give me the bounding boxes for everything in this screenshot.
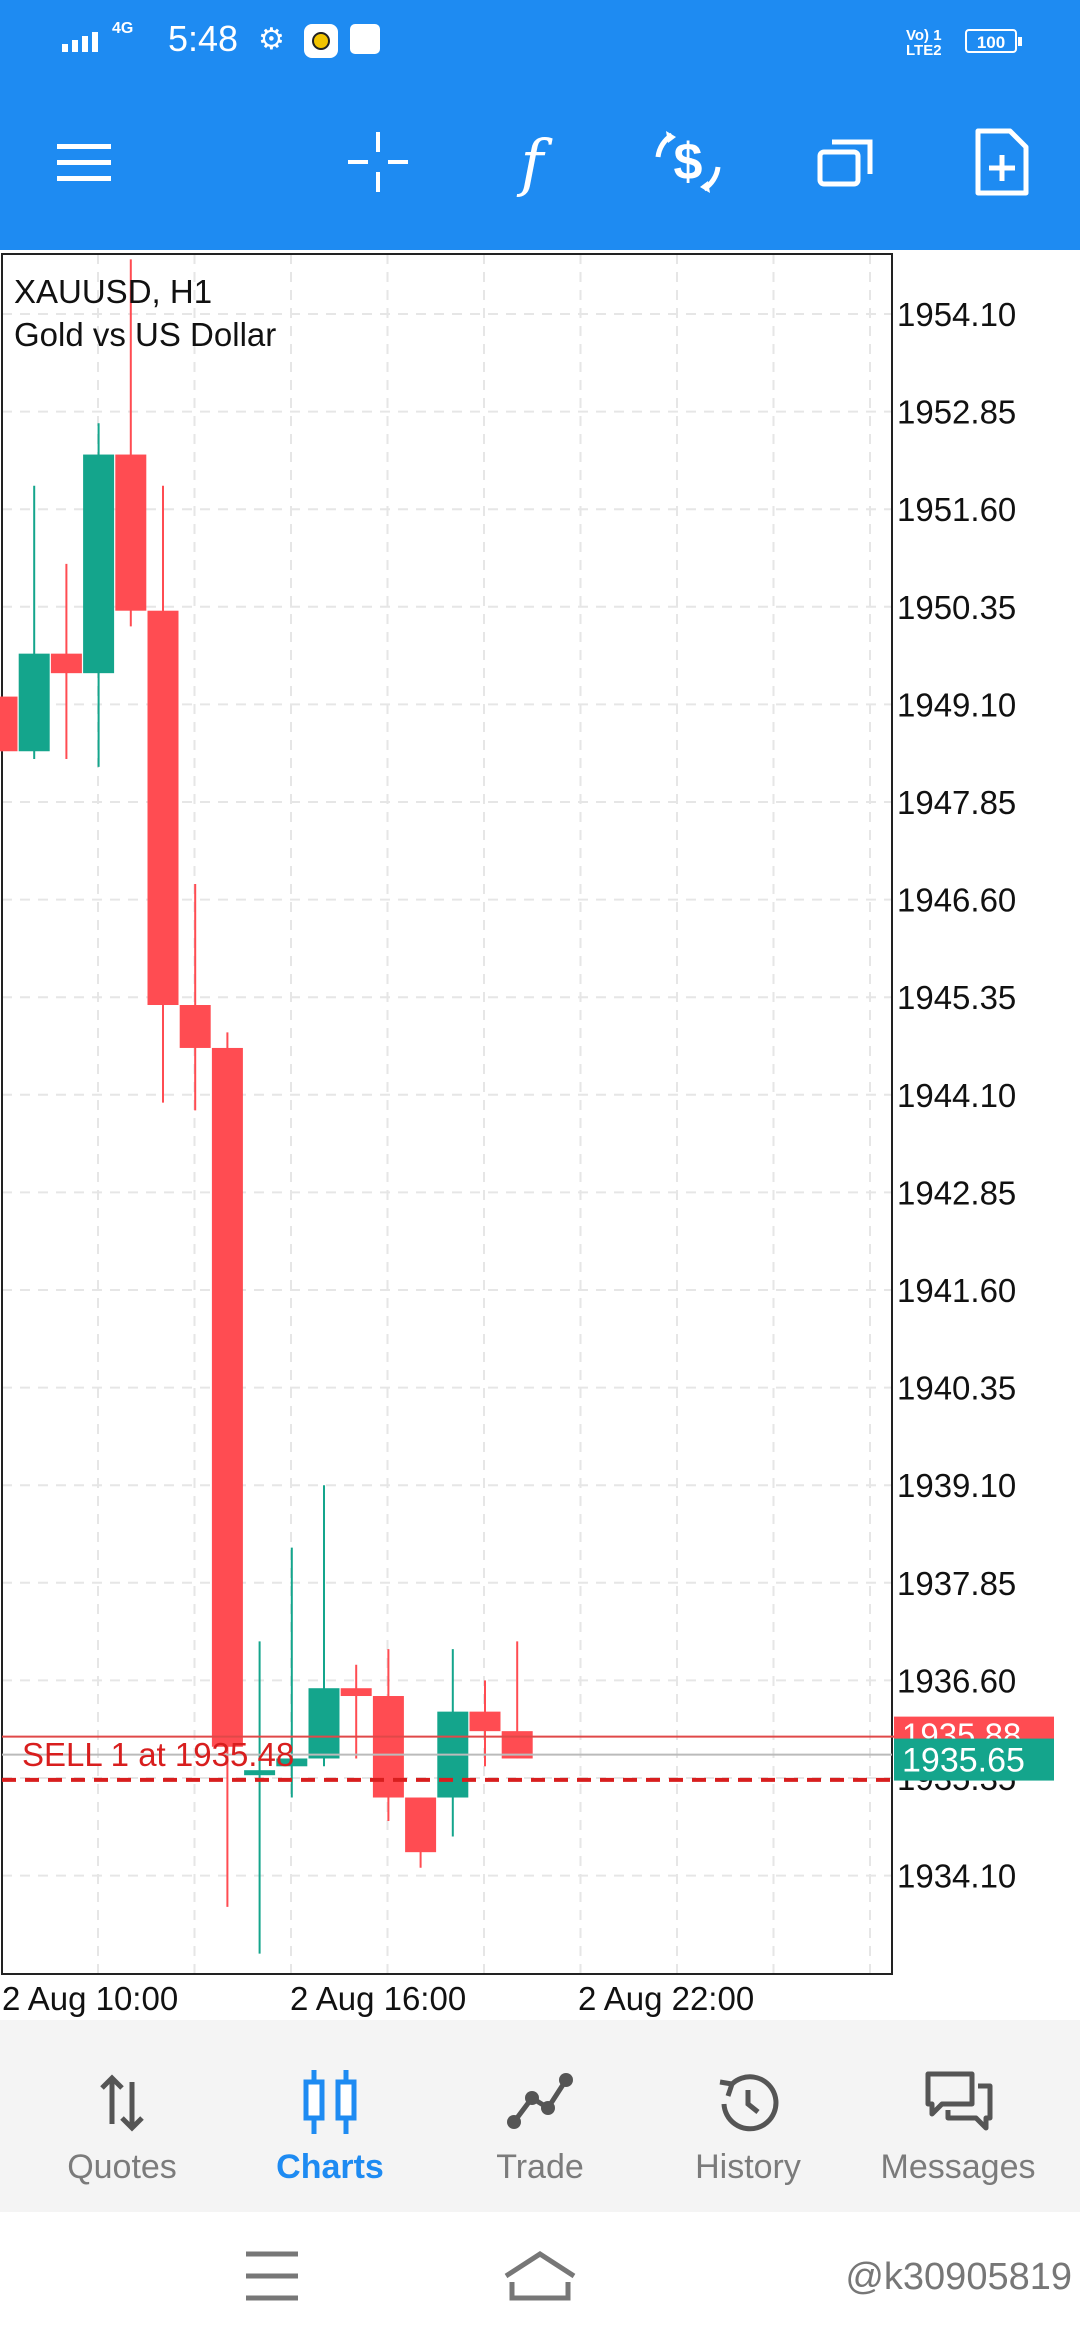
candle xyxy=(340,1664,372,1759)
price-chart[interactable]: 1954.10 1952.85 1951.60 1950.35 1949.10 1947.… xyxy=(0,250,1080,2020)
candle xyxy=(501,1641,533,1759)
network-type: 4G xyxy=(112,20,134,37)
nav-history[interactable]: History xyxy=(648,2020,848,2212)
price-tick-label: 1945.35 xyxy=(897,979,1016,1016)
volte-indicator: Vo) 1 LTE2 xyxy=(906,27,942,59)
chart-frame xyxy=(1,253,893,1975)
time-tick-label: 2 Aug 22:00 xyxy=(578,1980,754,2017)
candle xyxy=(147,485,179,1103)
price-tick-label: 1937.85 xyxy=(897,1565,1016,1602)
charts-icon xyxy=(303,2070,357,2134)
history-icon xyxy=(719,2074,779,2132)
crosshair-button[interactable] xyxy=(338,122,418,202)
candle xyxy=(437,1649,469,1837)
svg-text:$: $ xyxy=(674,133,703,191)
price-tick-label: 1940.35 xyxy=(897,1370,1016,1407)
nav-charts-label: Charts xyxy=(276,2148,384,2186)
candle xyxy=(179,883,211,1111)
time-axis: 2 Aug 10:00 2 Aug 16:00 2 Aug 22:00 xyxy=(2,1980,754,2017)
signal-icon xyxy=(62,32,98,52)
candle xyxy=(372,1649,404,1821)
function-icon: f xyxy=(520,125,544,199)
nav-messages-label: Messages xyxy=(880,2148,1036,2186)
status-time: 5:48 xyxy=(168,18,239,59)
nav-messages[interactable]: Messages xyxy=(858,2020,1058,2212)
candle xyxy=(276,1547,308,1798)
candle xyxy=(469,1680,501,1767)
chart-description: Gold vs US Dollar xyxy=(14,316,276,353)
recent-apps-icon[interactable] xyxy=(222,2242,322,2310)
candle xyxy=(405,1797,437,1868)
candle xyxy=(50,563,82,760)
windows-button[interactable] xyxy=(806,122,886,202)
candle xyxy=(115,259,147,627)
battery-icon: 100 xyxy=(965,29,1022,53)
price-tick-label: 1951.60 xyxy=(897,491,1016,528)
nav-history-label: History xyxy=(695,2148,801,2186)
system-navigation-bar: @k30905819 xyxy=(0,2212,1080,2340)
trade-dollar-icon: $ xyxy=(655,131,721,193)
menu-icon xyxy=(57,144,111,181)
mail-icon xyxy=(350,24,380,54)
price-tick-label: 1947.85 xyxy=(897,784,1016,821)
bottom-navigation: Quotes Charts Trade History Messages xyxy=(0,2020,1080,2212)
order-label[interactable]: SELL 1 at 1935.48 xyxy=(22,1736,294,1773)
windows-icon xyxy=(817,139,873,187)
crosshair-icon xyxy=(348,132,408,192)
status-bar: 4G 5:48 ⚙ Vo) 1 LTE2 100 xyxy=(0,0,1080,84)
candles xyxy=(0,259,533,1954)
price-tick-label: 1952.85 xyxy=(897,394,1016,431)
bid-price-tag xyxy=(894,1738,1054,1781)
time-tick-label: 2 Aug 16:00 xyxy=(290,1980,466,2017)
menu-button[interactable] xyxy=(44,122,124,202)
price-tick-label: 1946.60 xyxy=(897,882,1016,919)
new-document-icon xyxy=(975,128,1029,196)
chart-symbol: XAUUSD, H1 xyxy=(14,273,212,310)
price-axis: 1954.10 1952.85 1951.60 1950.35 1949.10 1947.… xyxy=(897,296,1016,1895)
nav-quotes-label: Quotes xyxy=(67,2148,177,2186)
price-tick-label: 1949.10 xyxy=(897,686,1016,723)
time-tick-label: 2 Aug 10:00 xyxy=(2,1980,178,2017)
nav-quotes[interactable]: Quotes xyxy=(22,2020,222,2212)
quotes-icon xyxy=(100,2074,144,2132)
candle xyxy=(211,1032,243,1907)
gear-icon: ⚙ xyxy=(258,23,285,56)
price-tick-label: 1954.10 xyxy=(897,296,1016,333)
nav-trade-label: Trade xyxy=(496,2148,584,2186)
price-tick-label: 1934.10 xyxy=(897,1858,1016,1895)
price-tick-label: 1944.10 xyxy=(897,1077,1016,1114)
home-icon[interactable] xyxy=(490,2242,590,2310)
chart-toolbar: f $ xyxy=(0,84,1080,250)
nav-trade[interactable]: Trade xyxy=(440,2020,640,2212)
trade-button[interactable]: $ xyxy=(648,122,728,202)
nav-charts[interactable]: Charts xyxy=(230,2020,430,2212)
bid-price-label: 1935.65 xyxy=(902,1742,1025,1780)
new-order-button[interactable] xyxy=(962,122,1042,202)
indicators-button[interactable]: f xyxy=(492,122,572,202)
price-tick-label: 1950.35 xyxy=(897,589,1016,626)
candle xyxy=(244,1641,276,1954)
price-tick-label: 1941.60 xyxy=(897,1272,1016,1309)
candle xyxy=(308,1485,340,1767)
price-tick-label: 1936.60 xyxy=(897,1662,1016,1699)
messages-icon xyxy=(925,2071,993,2131)
notification-app-icon xyxy=(304,24,338,58)
candle xyxy=(18,485,50,760)
price-tick-label: 1942.85 xyxy=(897,1174,1016,1211)
candle xyxy=(83,423,115,767)
trade-icon xyxy=(507,2073,573,2129)
candle xyxy=(0,696,18,752)
price-tick-label: 1939.10 xyxy=(897,1467,1016,1504)
watermark: @k30905819 xyxy=(845,2256,1072,2298)
